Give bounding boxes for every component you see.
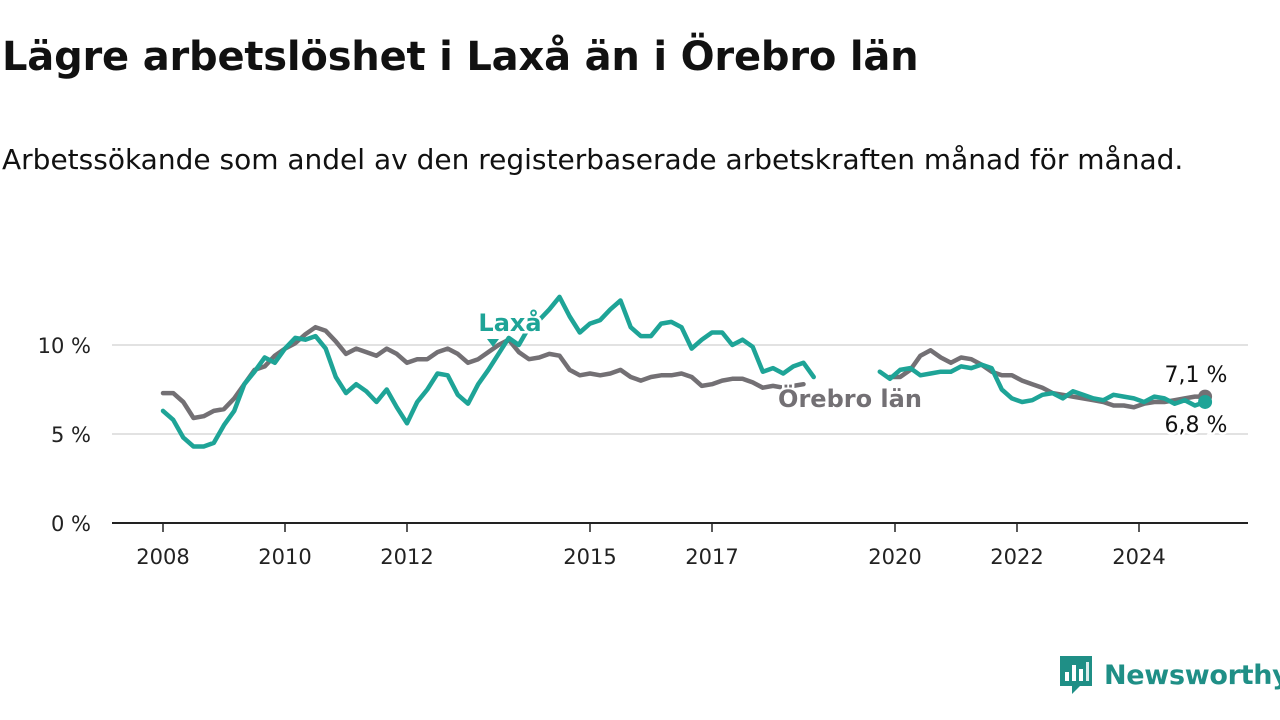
laxa-end-value-label: 6,8 % — [1165, 413, 1228, 438]
x-tick-label: 2017 — [685, 545, 738, 569]
gridlines — [112, 344, 1248, 435]
y-tick-label: 5 % — [51, 423, 91, 447]
y-tick-label: 10 % — [38, 334, 91, 358]
y-tick-labels: 0 % 5 % 10 % — [38, 334, 91, 536]
chart-title: Lägre arbetslöshet i Laxå än i Örebro lä… — [2, 34, 919, 80]
orebro-lan-line — [160, 324, 806, 421]
newsworthy-logo-icon — [1060, 656, 1092, 694]
laxa-line — [877, 362, 1208, 408]
orebro-lan-end-value-label: 7,1 % — [1165, 363, 1228, 388]
x-tick-label: 2015 — [563, 545, 616, 569]
orebro-lan-series-label: Örebro län — [778, 383, 922, 413]
x-tick-label: 2008 — [136, 545, 189, 569]
orebro-lan-line — [887, 348, 1208, 410]
x-tick-label: 2012 — [380, 545, 433, 569]
brand-name: Newsworthy — [1104, 659, 1280, 691]
x-tick-label: 2024 — [1112, 545, 1165, 569]
laxa-end-marker — [1198, 394, 1213, 409]
x-axis: 2008 2010 2012 2015 2017 2020 2022 2024 — [112, 522, 1248, 569]
laxa-line — [160, 294, 816, 449]
x-tick-label: 2020 — [868, 545, 921, 569]
laxa-label-pointer — [487, 339, 499, 347]
y-tick-label: 0 % — [51, 512, 91, 536]
x-tick-label: 2010 — [258, 545, 311, 569]
series-labels: Laxå Örebro län 7,1 % 6,8 % — [476, 306, 1230, 441]
x-tick-label: 2022 — [990, 545, 1043, 569]
laxa-series-label: Laxå — [478, 308, 541, 337]
newsworthy-logo: Newsworthy — [1058, 654, 1280, 696]
chart-subtitle: Arbetssökande som andel av den registerb… — [2, 143, 1184, 176]
series-lines — [160, 294, 1213, 449]
